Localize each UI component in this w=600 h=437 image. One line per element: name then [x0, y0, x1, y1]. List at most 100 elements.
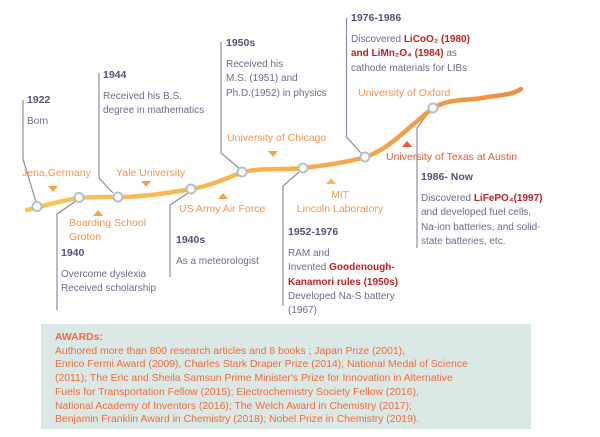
text-segment: Discovered	[351, 34, 404, 45]
text-line: RAM and	[288, 248, 330, 259]
text-segment-highlight: and LiMn₂O₄ (1984)	[351, 48, 444, 60]
milestone-date: 1922	[27, 94, 51, 106]
milestone-1950s: 1950s Received his M.S. (1951) and Ph.D.…	[226, 37, 327, 101]
connector-1952-1976	[282, 171, 300, 306]
connector-1976-1986	[345, 18, 362, 154]
connector-1940	[56, 200, 77, 310]
text-line: and LiMn₂O₄ (1984) as	[351, 47, 470, 61]
awards-line: National Academy of Inventors (2016); Th…	[55, 400, 412, 412]
text-line: Discovered LiCoO₂ (1980)	[351, 33, 470, 47]
node-1986-now	[427, 102, 439, 114]
boarding-pointer-triangle	[92, 209, 103, 216]
text-line: cathode materials for LIBs	[351, 62, 468, 74]
text-segment-highlight: LiCoO₂ (1980)	[403, 34, 470, 45]
milestone-body: Discovered LiCoO₂ (1980) and LiMn₂O₄ (19…	[351, 33, 470, 76]
text-line: M.S. (1951) and	[226, 73, 298, 85]
us-army-pointer-triangle	[217, 192, 228, 199]
milestone-date: 1944	[103, 69, 127, 81]
text-line: Born	[27, 116, 49, 127]
text-line: Developed Na-S battery	[288, 290, 395, 302]
connector-lines	[22, 18, 430, 310]
text-line: degree in mathematics	[103, 105, 205, 117]
location-chicago: University of Chicago	[227, 132, 327, 144]
milestone-body: Overcome dyslexia Received scholarship	[61, 268, 156, 297]
location-line: Lincoln Laboratory	[296, 203, 384, 215]
location-line: Boarding School	[69, 217, 147, 229]
timeline-curve	[24, 86, 524, 213]
location-yale: Yale University	[116, 167, 186, 179]
text-segment: Invented	[288, 262, 330, 274]
text-line: Ph.D.(1952) in physics	[226, 87, 327, 99]
milestone-body: Born	[27, 115, 50, 129]
text-segment-highlight: Goodenough-	[329, 262, 395, 274]
node-1940s	[185, 183, 197, 195]
milestone-date: 1950s	[226, 37, 256, 49]
awards-line: Fuels for Transportation Fellow (2015); …	[55, 386, 419, 398]
connector-1950s	[220, 42, 240, 169]
milestone-1976-1986: 1976-1986 Discovered LiCoO₂ (1980) and L…	[351, 12, 470, 76]
milestone-1986-now: 1986- Now Discovered LiFePO₄(1997) and d…	[421, 171, 543, 249]
location-texas: University of Texas at Austin	[386, 151, 518, 163]
milestone-1940: 1940 Overcome dyslexia Received scholars…	[61, 247, 156, 297]
text-line: Received scholarship	[61, 283, 157, 295]
awards-line: Authored more than 800 research articles…	[55, 345, 406, 357]
text-line: Na-ion batteries, and solid-	[421, 221, 541, 233]
milestone-date: 1940s	[176, 234, 206, 246]
location-line: MIT	[330, 189, 350, 201]
awards-line: (2011); The Eric and Sheila Samsun Prime…	[55, 373, 453, 385]
text-line: and developed fuel cells,	[421, 207, 532, 219]
node-1940	[73, 192, 85, 203]
location-jena: Jena,Germany	[22, 167, 91, 179]
milestone-body: RAM and Invented Goodenough- Kanamori ru…	[288, 247, 398, 318]
mit-pointer-triangle	[325, 177, 336, 184]
milestone-body: Received his M.S. (1951) and Ph.D.(1952)…	[226, 58, 327, 101]
chicago-pointer-triangle	[267, 150, 278, 157]
awards-line: Benjamin Franklin Award in Chemistry (20…	[55, 414, 420, 426]
text-line: As a meteorologist	[176, 256, 259, 267]
milestone-1944: 1944 Received his B.S. degree in mathema…	[103, 69, 204, 119]
text-line: (1967)	[288, 305, 317, 317]
text-segment-highlight: LiFePO₄(1997)	[473, 193, 543, 204]
awards-title: AWARDs:	[55, 332, 103, 343]
milestone-body: Discovered LiFePO₄(1997) and developed f…	[421, 192, 543, 249]
milestone-date: 1940	[61, 247, 85, 259]
text-segment: Discovered	[421, 193, 474, 204]
milestone-1952-1976: 1952-1976 RAM and Invented Goodenough- K…	[288, 226, 398, 318]
milestone-body: As a meteorologist	[176, 255, 259, 269]
node-1950s	[236, 166, 248, 178]
text-segment: as	[443, 48, 457, 60]
connector-1922	[22, 100, 37, 203]
text-line: state batteries, etc.	[421, 235, 506, 247]
location-oxford: University of Oxford	[358, 87, 451, 99]
text-line: Received his B.S.	[103, 91, 182, 102]
node-1944	[112, 191, 124, 203]
awards-line: Enrico Fermi Award (2009), Charles Stark…	[55, 359, 468, 371]
text-line-highlight: Kanamori rules (1950s)	[288, 276, 399, 288]
text-line: Invented Goodenough-	[288, 261, 398, 275]
node-1952-1976	[297, 162, 309, 174]
text-line: Received his	[226, 59, 284, 70]
text-line: Overcome dyslexia	[61, 269, 147, 280]
milestone-1940s: 1940s As a meteorologist	[176, 234, 259, 269]
location-line: Groton	[69, 231, 102, 243]
milestone-date: 1986- Now	[421, 171, 473, 183]
node-1976-1986	[359, 151, 371, 163]
location-mit: MIT Lincoln Laboratory	[289, 188, 391, 216]
location-us-army: US Army Air Force	[179, 203, 266, 215]
milestone-1922: 1922 Born	[27, 94, 50, 129]
connector-1940s	[169, 192, 189, 277]
location-boarding-school: Boarding School Groton	[69, 216, 146, 244]
milestone-date: 1976-1986	[351, 12, 402, 24]
milestone-date: 1952-1976	[288, 226, 339, 238]
texas-pointer-triangle	[401, 140, 412, 147]
yale-pointer-triangle	[140, 180, 151, 187]
jena-pointer-triangle	[47, 185, 58, 192]
awards-panel: AWARDs: Authored more than 800 research …	[41, 324, 531, 429]
timeline-nodes	[31, 102, 439, 212]
node-1922	[31, 201, 43, 212]
connector-1944	[98, 73, 114, 194]
milestone-body: Received his B.S. degree in mathematics	[103, 90, 204, 119]
text-line: Discovered LiFePO₄(1997)	[421, 192, 543, 206]
